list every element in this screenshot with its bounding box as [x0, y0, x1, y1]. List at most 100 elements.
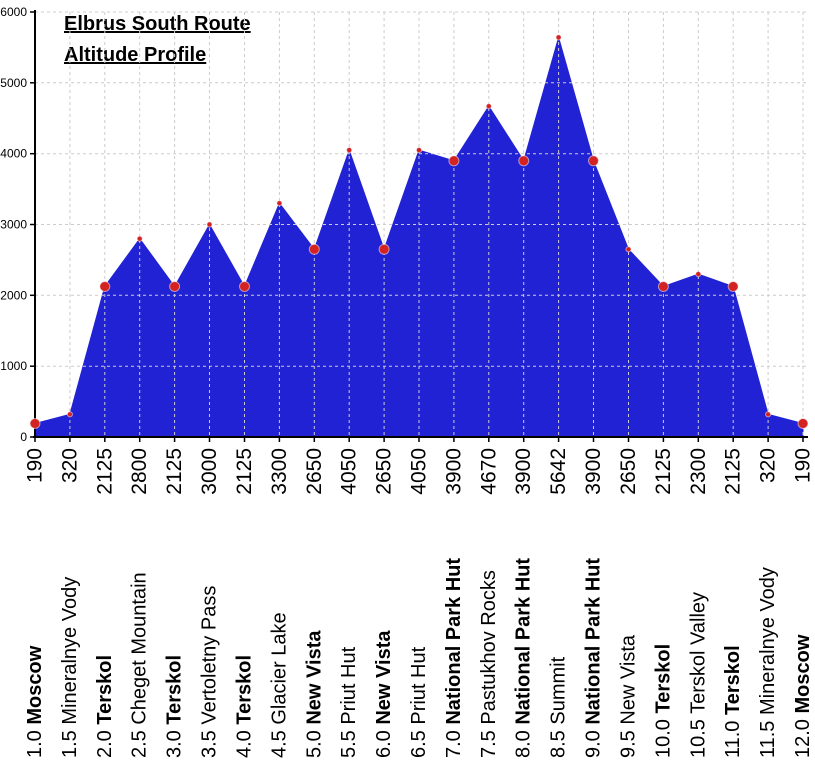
station-name: Glacier Lake — [268, 612, 290, 724]
y-tick-label: 5000 — [0, 76, 27, 90]
station-day: 1.5 — [59, 725, 81, 758]
station-day: 8.5 — [548, 725, 570, 758]
data-point-marker — [99, 281, 111, 292]
altitude-tick-label: 2125 — [652, 448, 675, 495]
data-point-marker — [308, 243, 320, 255]
altitude-tick-label: 3900 — [582, 448, 605, 495]
station-day: 10.5 — [687, 714, 709, 758]
data-point-marker — [625, 246, 632, 253]
data-point-marker — [346, 147, 353, 154]
chart-title: Elbrus South Route — [64, 13, 251, 35]
data-point-marker — [206, 221, 213, 228]
altitude-tick-label: 2650 — [373, 448, 396, 495]
station-day: 1.0 — [24, 725, 46, 758]
station-day: 9.5 — [618, 725, 640, 758]
altitude-tick-label: 4670 — [477, 448, 500, 495]
altitude-tick-label: 5642 — [547, 448, 570, 495]
station-day: 11.0 — [722, 715, 744, 758]
data-point-marker — [29, 418, 41, 429]
station-label: 6.5 Priut Hut — [408, 646, 430, 758]
station-label: 2.5 Cheget Mountain — [129, 572, 151, 758]
station-name: Mineralnye Vody — [59, 577, 81, 725]
altitude-tick-label: 2650 — [303, 448, 326, 495]
station-label: 11.0 Terskol — [722, 645, 744, 758]
station-name: National Park Hut — [583, 558, 605, 725]
station-name: Moscow — [24, 645, 46, 724]
station-label: 5.5 Priut Hut — [338, 646, 360, 758]
data-point-marker — [797, 418, 809, 429]
station-day: 5.0 — [303, 725, 325, 758]
station-name: Vertoletny Pass — [199, 586, 221, 725]
station-label: 6.0 New Vista — [373, 630, 395, 758]
station-label: 11.5 Mineralnye Vody — [757, 567, 779, 758]
data-point-marker — [239, 281, 250, 292]
station-name: New Vista — [303, 630, 325, 725]
station-label: 1.5 Mineralnye Vody — [59, 577, 81, 758]
station-label: 3.5 Vertoletny Pass — [199, 586, 221, 758]
y-tick-label: 6000 — [0, 5, 27, 19]
station-day: 7.0 — [443, 725, 465, 758]
station-label: 3.0 Terskol — [164, 655, 186, 758]
data-point-marker — [555, 34, 562, 41]
data-point-marker — [765, 411, 772, 418]
data-point-marker — [588, 155, 599, 167]
station-day: 7.5 — [478, 725, 500, 758]
altitude-tick-label: 3900 — [442, 448, 465, 495]
station-label: 5.0 New Vista — [303, 630, 325, 758]
station-day: 5.5 — [338, 725, 360, 758]
station-label: 9.5 New Vista — [618, 634, 640, 758]
altitude-tick-label: 3300 — [268, 448, 291, 495]
altitude-tick-label: 4050 — [338, 448, 361, 495]
altitude-tick-label: 320 — [58, 448, 81, 483]
data-point-marker — [136, 235, 143, 242]
station-name: Terskol Valley — [687, 592, 709, 714]
station-label: 4.0 Terskol — [234, 655, 256, 758]
altitude-tick-label: 190 — [24, 448, 47, 483]
station-label: 12.0 Moscow — [792, 634, 814, 758]
data-point-marker — [378, 243, 390, 255]
station-label: 7.0 National Park Hut — [443, 558, 465, 758]
altitude-tick-label: 2650 — [617, 448, 640, 495]
altitude-tick-label: 3000 — [198, 448, 221, 495]
station-name: New Vista — [373, 630, 395, 725]
altitude-tick-label: 2125 — [163, 448, 186, 495]
station-day: 2.5 — [129, 725, 151, 758]
station-day: 9.0 — [583, 725, 605, 758]
y-tick-label: 3000 — [0, 218, 27, 232]
station-name: National Park Hut — [443, 558, 465, 725]
station-name: Terskol — [164, 655, 186, 725]
y-tick-label: 4000 — [0, 147, 27, 161]
station-label: 8.5 Summit — [548, 656, 570, 758]
station-name: Cheget Mountain — [129, 572, 151, 724]
station-name: Terskol — [234, 655, 256, 725]
data-point-marker — [415, 147, 423, 154]
station-name: Summit — [548, 656, 570, 724]
station-day: 3.5 — [199, 725, 221, 758]
station-day: 4.0 — [234, 725, 256, 758]
station-label: 10.0 Terskol — [652, 644, 674, 758]
data-point-marker — [695, 271, 702, 278]
altitude-tick-label: 4050 — [408, 448, 431, 495]
altitude-tick-label: 2300 — [687, 448, 710, 495]
station-day: 12.0 — [792, 714, 814, 758]
station-name: Terskol — [652, 644, 674, 714]
station-name: Terskol — [722, 645, 744, 715]
data-point-marker — [518, 155, 530, 167]
altitude-tick-label: 2125 — [233, 448, 256, 495]
station-name: Priut Hut — [408, 646, 430, 724]
altitude-tick-label: 2125 — [93, 448, 116, 495]
data-point-marker — [448, 155, 460, 167]
altitude-tick-label: 2800 — [128, 448, 151, 495]
data-point-marker — [727, 281, 739, 292]
data-point-marker — [657, 281, 669, 292]
altitude-tick-label: 190 — [792, 448, 815, 483]
station-name: Priut Hut — [338, 646, 360, 724]
data-point-marker — [169, 281, 181, 292]
station-name: Moscow — [792, 634, 814, 713]
data-point-marker — [485, 103, 492, 110]
station-day: 8.0 — [513, 725, 535, 758]
altitude-tick-label: 2125 — [722, 448, 745, 495]
y-tick-label: 0 — [20, 430, 27, 444]
